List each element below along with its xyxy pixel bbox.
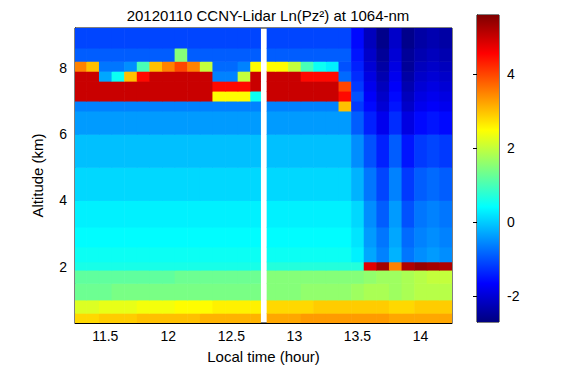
svg-text:-2: -2 <box>507 288 520 304</box>
svg-text:2: 2 <box>507 140 515 156</box>
svg-text:Local time (hour): Local time (hour) <box>207 348 320 365</box>
svg-text:4: 4 <box>59 192 67 208</box>
svg-text:0: 0 <box>507 214 515 230</box>
svg-text:8: 8 <box>59 60 67 76</box>
svg-text:13: 13 <box>287 328 303 344</box>
svg-text:2: 2 <box>59 259 67 275</box>
svg-text:4: 4 <box>507 66 515 82</box>
svg-text:12.5: 12.5 <box>218 328 245 344</box>
svg-text:12: 12 <box>161 328 177 344</box>
svg-text:6: 6 <box>59 126 67 142</box>
svg-text:13.5: 13.5 <box>344 328 371 344</box>
svg-text:14: 14 <box>413 328 429 344</box>
svg-text:20120110 CCNY-Lidar Ln(Pz²) at: 20120110 CCNY-Lidar Ln(Pz²) at 1064-nm <box>127 7 410 24</box>
svg-text:11.5: 11.5 <box>92 328 118 344</box>
svg-text:Altitude (km): Altitude (km) <box>29 133 46 217</box>
